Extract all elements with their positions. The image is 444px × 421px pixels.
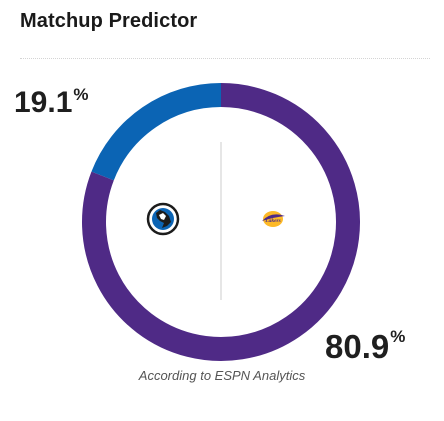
away-win-percentage-value: 19.1 bbox=[14, 86, 73, 119]
home-win-percentage: 80.9% bbox=[325, 327, 406, 365]
lakers-logo-text: Lakers bbox=[264, 218, 281, 224]
source-credit: According to ESPN Analytics bbox=[138, 368, 306, 383]
away-percent-sign: % bbox=[73, 85, 89, 104]
home-win-percentage-value: 80.9 bbox=[325, 328, 390, 365]
mavericks-logo-icon bbox=[146, 202, 180, 236]
away-win-percentage: 19.1% bbox=[14, 85, 89, 119]
title-divider bbox=[20, 58, 430, 59]
away-win-probability-arc bbox=[91, 83, 222, 181]
lakers-logo-icon: Lakers bbox=[262, 211, 285, 227]
home-win-probability-arc bbox=[82, 83, 360, 361]
home-percent-sign: % bbox=[390, 327, 406, 346]
page-title: Matchup Predictor bbox=[20, 10, 198, 32]
